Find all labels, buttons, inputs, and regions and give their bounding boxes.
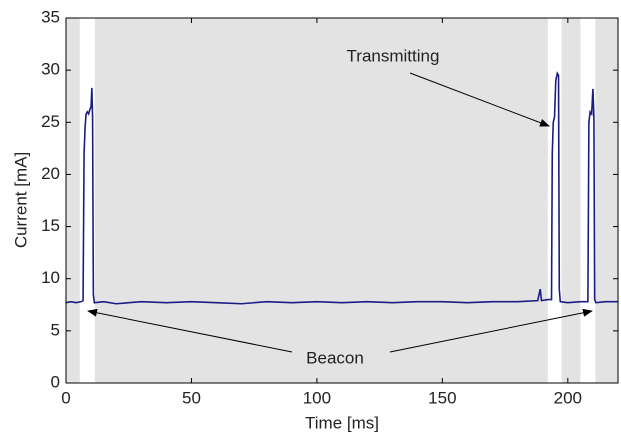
y-tick-label: 30 — [41, 60, 60, 79]
y-tick-label: 35 — [41, 7, 60, 26]
x-tick-label: 150 — [428, 388, 456, 407]
y-tick-label: 0 — [51, 372, 60, 391]
y-tick-label: 25 — [41, 112, 60, 131]
annotation-bg — [292, 346, 378, 372]
annotation: Transmitting — [347, 46, 440, 65]
y-tick-label: 20 — [41, 164, 60, 183]
shaded-span — [561, 18, 581, 383]
annotation: Beacon — [306, 348, 364, 367]
x-tick-label: 200 — [554, 388, 582, 407]
plot-frame — [65, 17, 619, 384]
y-axis-label: Current [mA] — [11, 152, 30, 248]
y-tick-label: 10 — [41, 268, 60, 287]
shaded-span — [66, 18, 80, 383]
x-tick-label: 50 — [182, 388, 201, 407]
shaded-span — [595, 18, 618, 383]
x-tick-label: 100 — [303, 388, 331, 407]
y-tick-label: 15 — [41, 216, 60, 235]
shaded-span — [94, 18, 548, 383]
arrow — [389, 308, 593, 353]
x-axis-label: Time [ms] — [305, 413, 379, 432]
arrow — [87, 308, 293, 353]
x-tick-label: 0 — [61, 388, 70, 407]
arrow — [409, 72, 550, 127]
line — [65, 71, 618, 305]
y-tick-label: 5 — [51, 320, 60, 339]
shading — [66, 18, 618, 383]
plot: 0 5 10 15 20 25 30 35 0 50 100 150 200 Transmitting Be… — [41, 7, 619, 407]
